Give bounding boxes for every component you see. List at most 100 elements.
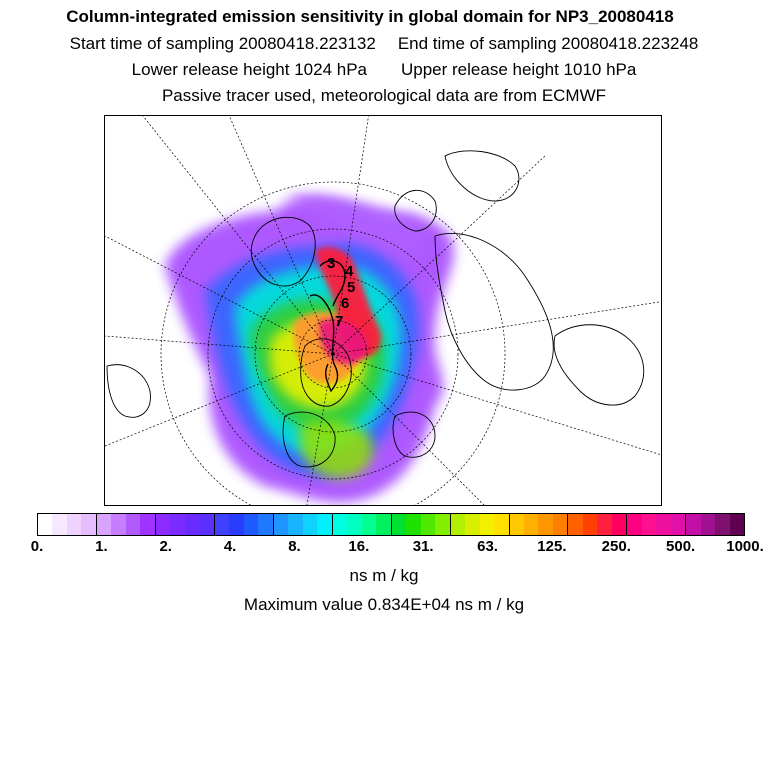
colorbar-tick-label: 1000. [726,538,764,555]
colorbar-swatch [494,514,510,535]
colorbar-swatch [450,514,466,535]
meridian [332,155,546,355]
meridian [142,116,334,355]
meridian [306,353,334,505]
colorbar-tick-label: 125. [537,538,567,555]
colorbar-swatch [509,514,524,535]
colorbar-swatch [273,514,289,535]
coastline-europe [444,150,520,202]
colorbar-swatch [641,514,657,535]
colorbar [37,513,745,536]
colorbar-tick-label: 0. [30,538,44,555]
colorbar-swatch [52,514,67,535]
map-canvas: 3 4 5 6 7 [105,116,661,505]
colorbar-tick-label: 1. [95,538,108,555]
trajectory-label: 6 [341,295,349,312]
meridian [332,353,661,456]
colorbar-swatch [391,514,407,535]
colorbar-swatch [597,514,612,535]
start-time: Start time of sampling 20080418.223132 [69,34,376,53]
colorbar-swatch [435,514,451,535]
tracer-info: Passive tracer used, meteorological data… [161,86,607,105]
colorbar-tick-label: 250. [601,538,631,555]
coastline-east-asia [553,324,645,406]
colorbar-unit: ns m / kg [349,566,419,585]
coastline-north-america [300,338,352,407]
coastline-west-edge [106,364,151,418]
colorbar-tick-label: 8. [288,538,301,555]
colorbar-swatch [538,514,553,535]
colorbar-swatch [376,514,392,535]
trajectory-path [309,294,339,393]
meridian [332,116,369,355]
field-purple-east [285,195,426,256]
colorbar-swatch [552,514,569,535]
colorbar-swatch [361,514,377,535]
trajectory-label: 7 [335,313,343,330]
colorbar-swatch [627,514,642,535]
colorbar-swatch [406,514,421,535]
colorbar-swatch [229,514,244,535]
coastlines [106,150,645,468]
colorbar-tick-label: 4. [223,538,237,555]
colorbar-swatch [582,514,598,535]
coastline-scandinavia [394,189,437,232]
colorbar-swatch [465,514,480,535]
colorbar-swatch [670,514,687,535]
lower-release-height: Lower release height 1024 hPa [131,60,367,79]
colorbar-tick-label: 16. [348,538,370,555]
colorbar-swatch [479,514,495,535]
colorbar-swatch [523,514,539,535]
colorbar-swatch [317,514,333,535]
maximum-value: Maximum value 0.834E+04 ns m / kg [243,595,525,614]
field-green-south [300,420,374,479]
colorbar-swatch [715,514,730,535]
coastline-hudson [282,411,336,468]
colorbar-swatch [81,514,97,535]
meridian [105,235,334,355]
colorbar-swatch [288,514,303,535]
colorbar-swatch [96,514,112,535]
trajectory-path [319,260,346,307]
colorbar-swatch [729,514,745,535]
colorbar-swatch [66,514,82,535]
colorbar-swatch [170,514,185,535]
colorbar-swatch [214,514,230,535]
colorbar-swatch [347,514,362,535]
colorbar-swatch [111,514,126,535]
colorbar-swatch [199,514,215,535]
map-title: Column-integrated emission sensitivity i… [66,7,674,26]
colorbar-swatch [258,514,274,535]
colorbar-swatch [656,514,671,535]
colorbar-swatch [38,514,53,535]
colorbar-swatch [568,514,583,535]
meridian [105,353,334,447]
latitude-circle [254,275,412,433]
coastline-alaska [392,411,436,458]
upper-release-height: Upper release height 1010 hPa [401,60,637,79]
trajectory-label: 3 [327,255,335,272]
coastline-greenland [250,216,316,287]
colorbar-swatch [332,514,348,535]
latitude-circle [207,228,459,480]
colorbar-swatch [184,514,200,535]
polar-map: 3 4 5 6 7 [104,115,662,506]
end-time: End time of sampling 20080418.223248 [397,34,699,53]
coastline-eurasia [434,232,554,391]
colorbar-swatch [611,514,628,535]
colorbar-tick-label: 500. [666,538,696,555]
sampling-times: Start time of sampling 20080418.223132 En… [0,34,768,54]
meridian [332,301,661,355]
colorbar-swatch [420,514,436,535]
field-red-plume [315,246,381,358]
colorbar-swatch [140,514,156,535]
graticule [105,116,661,505]
trajectory-label: 5 [347,279,355,296]
colorbar-swatch [686,514,701,535]
colorbar-swatch [700,514,716,535]
colorbar-tick-label: 63. [477,538,498,555]
trajectory [309,260,346,393]
colorbar-swatch [243,514,259,535]
release-heights: Lower release height 1024 hPa Upper relea… [0,60,768,80]
colorbar-swatch [302,514,318,535]
